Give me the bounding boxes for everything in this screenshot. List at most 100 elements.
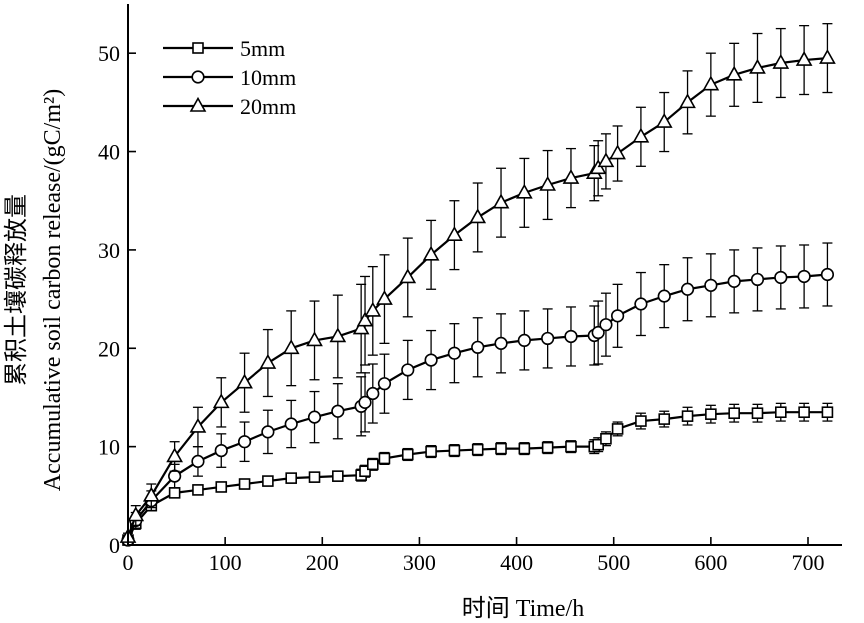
data-point — [307, 410, 322, 424]
data-point — [634, 297, 648, 311]
data-point — [377, 377, 392, 391]
data-point — [378, 452, 391, 465]
data-point — [422, 245, 440, 261]
data-point — [306, 331, 323, 347]
data-point — [366, 458, 379, 471]
series-layer — [119, 23, 836, 547]
data-point — [192, 484, 204, 496]
data-point — [284, 417, 298, 431]
x-tick-label: 600 — [694, 550, 727, 575]
data-point — [448, 444, 461, 457]
data-point — [259, 353, 277, 369]
data-point — [819, 48, 836, 64]
data-point — [359, 465, 371, 478]
x-tick-label: 200 — [306, 550, 339, 575]
y-tick-label: 20 — [98, 336, 120, 361]
data-point — [332, 470, 344, 482]
legend-entry-5mm: 5mm — [163, 36, 285, 61]
data-point — [282, 339, 300, 355]
data-point — [725, 65, 743, 81]
data-point — [376, 289, 393, 305]
y-tick-label: 10 — [98, 435, 120, 460]
data-point — [127, 506, 145, 522]
data-point — [166, 447, 183, 463]
data-point — [469, 208, 487, 224]
data-point — [471, 443, 484, 456]
data-point — [564, 329, 578, 344]
series-10mm — [121, 242, 835, 547]
data-point — [515, 183, 533, 199]
x-axis-title: 时间 Time/h — [462, 595, 584, 622]
data-point — [539, 175, 557, 191]
data-point — [494, 336, 508, 350]
data-point — [750, 272, 765, 287]
data-point — [425, 445, 437, 458]
x-tick-label: 100 — [209, 550, 242, 575]
data-point — [401, 448, 414, 461]
data-point — [308, 471, 321, 483]
data-point — [471, 340, 485, 354]
data-point — [635, 415, 647, 427]
legend-marker — [192, 42, 204, 54]
y-axis-title-cn: 累积土壤碳释放量 — [3, 194, 30, 386]
data-point — [655, 112, 673, 128]
data-point — [447, 346, 462, 360]
data-point — [401, 363, 415, 377]
data-point — [214, 443, 228, 458]
data-point — [189, 417, 207, 433]
x-tick-label: 300 — [403, 550, 436, 575]
data-point — [774, 406, 787, 419]
y-tick-label: 30 — [98, 238, 120, 263]
data-point — [749, 58, 766, 74]
y-tick-label: 0 — [109, 533, 120, 558]
data-point — [562, 168, 580, 184]
data-point — [679, 93, 696, 109]
data-point — [727, 274, 741, 288]
data-point — [795, 50, 813, 66]
data-point — [704, 278, 718, 292]
axes-layer: 0 100 200 300 400 500 600 700 0 10 20 30 40 50 — [98, 4, 842, 575]
data-point — [446, 226, 463, 241]
legend-marker — [191, 70, 205, 84]
data-point — [352, 319, 370, 335]
data-point — [191, 454, 205, 468]
y-axis-title-en: Accumulative soil carbon release/(gC/m²) — [40, 89, 66, 491]
data-point — [261, 425, 275, 439]
data-point — [331, 404, 345, 418]
data-point — [517, 333, 531, 348]
data-point — [212, 393, 230, 409]
data-point — [681, 410, 694, 422]
data-point — [329, 327, 347, 343]
data-point — [611, 423, 624, 435]
data-point — [237, 435, 252, 449]
series-20mm — [119, 23, 836, 543]
y-tick-label: 50 — [98, 41, 120, 66]
data-point — [632, 127, 650, 143]
data-point — [680, 282, 695, 296]
data-point — [821, 406, 834, 419]
data-point — [609, 144, 626, 160]
legend-label: 20mm — [240, 94, 296, 119]
data-point — [774, 270, 788, 285]
data-point — [610, 309, 625, 323]
legend-entry-20mm: 20mm — [163, 94, 296, 119]
data-point — [366, 386, 380, 401]
data-point — [238, 478, 251, 490]
legend-label: 5mm — [240, 36, 285, 61]
data-point — [658, 413, 671, 425]
x-tick-label: 700 — [792, 550, 825, 575]
data-point — [142, 486, 160, 502]
data-point — [772, 53, 790, 69]
data-point — [495, 442, 507, 455]
data-point — [236, 373, 253, 389]
legend-entry-10mm: 10mm — [163, 65, 296, 90]
data-point — [356, 311, 374, 327]
data-point — [492, 193, 510, 209]
data-point — [705, 408, 717, 420]
x-tick-label: 500 — [597, 550, 630, 575]
data-point — [285, 472, 298, 484]
data-point — [518, 442, 531, 455]
legend-label: 10mm — [240, 65, 296, 90]
legend: 5mm 10mm 20mm — [163, 36, 296, 119]
data-point — [597, 152, 615, 168]
